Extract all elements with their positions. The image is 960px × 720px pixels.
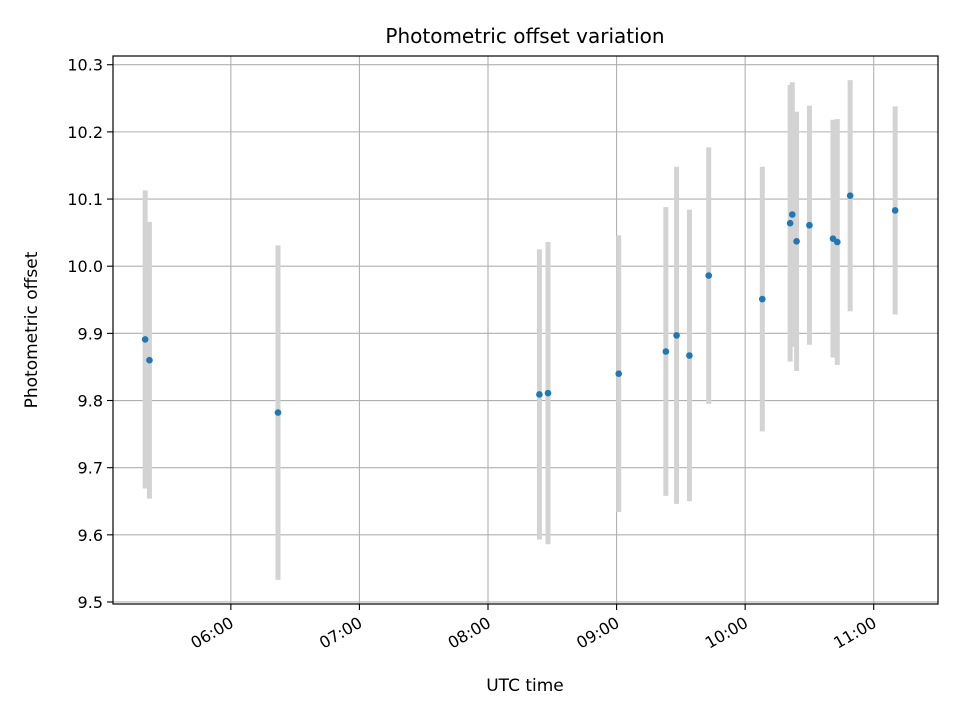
y-tick-label: 10.0 bbox=[67, 257, 103, 276]
x-axis-label: UTC time bbox=[486, 676, 564, 696]
data-point bbox=[673, 332, 680, 339]
y-axis-label: Photometric offset bbox=[22, 251, 42, 408]
grid bbox=[113, 56, 938, 604]
y-tick-label: 10.3 bbox=[67, 56, 103, 75]
y-tick-label: 9.8 bbox=[78, 392, 103, 411]
chart-title: Photometric offset variation bbox=[385, 24, 664, 48]
data-point bbox=[536, 391, 543, 398]
data-point bbox=[806, 221, 813, 229]
data-point bbox=[615, 370, 623, 377]
data-point bbox=[544, 389, 552, 397]
data-points bbox=[141, 192, 899, 416]
y-tick-label: 9.9 bbox=[78, 324, 103, 343]
y-axis-ticks: 9.5 9.6 9.7 9.8 9.9 10.0 10.1 10.2 10.3 bbox=[67, 56, 113, 612]
data-point bbox=[788, 211, 796, 218]
y-tick-label: 9.5 bbox=[78, 593, 103, 612]
data-point bbox=[846, 192, 854, 199]
data-point bbox=[786, 219, 794, 227]
data-point bbox=[758, 295, 766, 303]
y-tick-label: 9.7 bbox=[78, 459, 103, 478]
plot-frame bbox=[112, 55, 939, 605]
data-point bbox=[891, 207, 899, 214]
data-point bbox=[705, 272, 713, 279]
y-tick-label: 10.1 bbox=[67, 190, 103, 209]
y-tick-label: 9.6 bbox=[78, 526, 103, 545]
data-point bbox=[146, 356, 153, 364]
data-point bbox=[793, 238, 800, 245]
data-point bbox=[662, 348, 670, 355]
data-point bbox=[274, 409, 282, 416]
data-point bbox=[833, 238, 841, 246]
data-point bbox=[686, 352, 693, 359]
y-tick-label: 10.2 bbox=[67, 123, 103, 142]
data-point bbox=[141, 336, 149, 343]
